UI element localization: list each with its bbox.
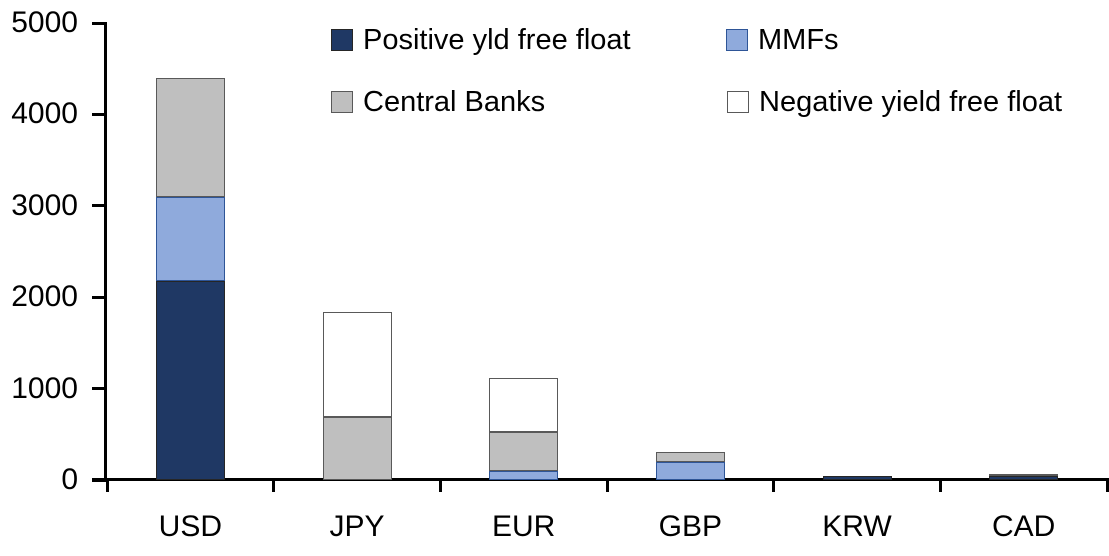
- x-axis-label-jpy: JPY: [329, 510, 385, 543]
- x-tick: [772, 478, 776, 492]
- bar-segment-cad-central-banks: [989, 473, 1059, 477]
- x-axis-label-cad: CAD: [991, 510, 1056, 543]
- y-axis-label-1000: 1000: [11, 371, 78, 405]
- x-tick: [605, 478, 609, 492]
- bar-segment-gbp-mmfs: [655, 461, 725, 480]
- bar-segment-gbp-central-banks: [655, 451, 725, 462]
- legend-item-negative-yield-free-float: Negative yield free float: [727, 84, 1062, 120]
- legend-label-mmfs: MMFs: [758, 24, 839, 56]
- x-tick: [272, 478, 276, 492]
- bar-segment-usd-positive-yld-free-float: [155, 280, 225, 480]
- x-axis-line: [92, 478, 1109, 481]
- mmfs-swatch-icon: [726, 29, 748, 51]
- y-axis-label-3000: 3000: [11, 188, 78, 222]
- x-axis-label-gbp: GBP: [658, 510, 722, 543]
- x-tick: [1105, 478, 1109, 492]
- bar-segment-cad-positive-yld-free-float: [989, 476, 1059, 480]
- bar-segment-krw-positive-yld-free-float: [822, 476, 892, 480]
- bar-segment-eur-negative-yield-free-float: [489, 378, 559, 432]
- bar-segment-eur-central-banks: [489, 432, 559, 472]
- positive-yld-free-float-swatch-icon: [331, 29, 353, 51]
- x-tick: [438, 478, 442, 492]
- central-banks-swatch-icon: [331, 91, 353, 113]
- y-axis-label-0: 0: [61, 463, 78, 496]
- x-tick: [938, 478, 942, 492]
- x-tick: [105, 478, 109, 492]
- legend-label-central-banks: Central Banks: [363, 86, 546, 118]
- legend-label-negative-yield-free-float: Negative yield free float: [759, 86, 1063, 118]
- y-axis-label-4000: 4000: [11, 97, 78, 131]
- x-axis-label-usd: USD: [158, 510, 222, 543]
- legend-label-positive-yld-free-float: Positive yld free float: [363, 24, 631, 56]
- y-axis-label-5000: 5000: [11, 6, 78, 39]
- y-tick: [92, 204, 107, 208]
- bar-segment-jpy-central-banks: [322, 416, 392, 480]
- y-tick: [92, 387, 107, 391]
- y-axis-line: [104, 23, 107, 481]
- x-axis-label-krw: KRW: [822, 510, 892, 543]
- bar-segment-usd-central-banks: [155, 77, 225, 197]
- legend-item-mmfs: MMFs: [726, 22, 839, 58]
- negative-yield-free-float-swatch-icon: [727, 91, 749, 113]
- y-tick: [92, 478, 107, 482]
- bar-segment-eur-mmfs: [489, 471, 559, 480]
- x-axis-label-eur: EUR: [491, 510, 556, 543]
- bar-segment-usd-mmfs: [155, 196, 225, 281]
- y-tick: [92, 295, 107, 299]
- bar-segment-jpy-negative-yield-free-float: [322, 311, 392, 417]
- legend-item-positive-yld-free-float: Positive yld free float: [331, 22, 631, 58]
- legend-item-central-banks: Central Banks: [331, 84, 545, 120]
- y-tick: [92, 21, 107, 25]
- y-tick: [92, 112, 107, 116]
- y-axis-label-2000: 2000: [11, 280, 78, 314]
